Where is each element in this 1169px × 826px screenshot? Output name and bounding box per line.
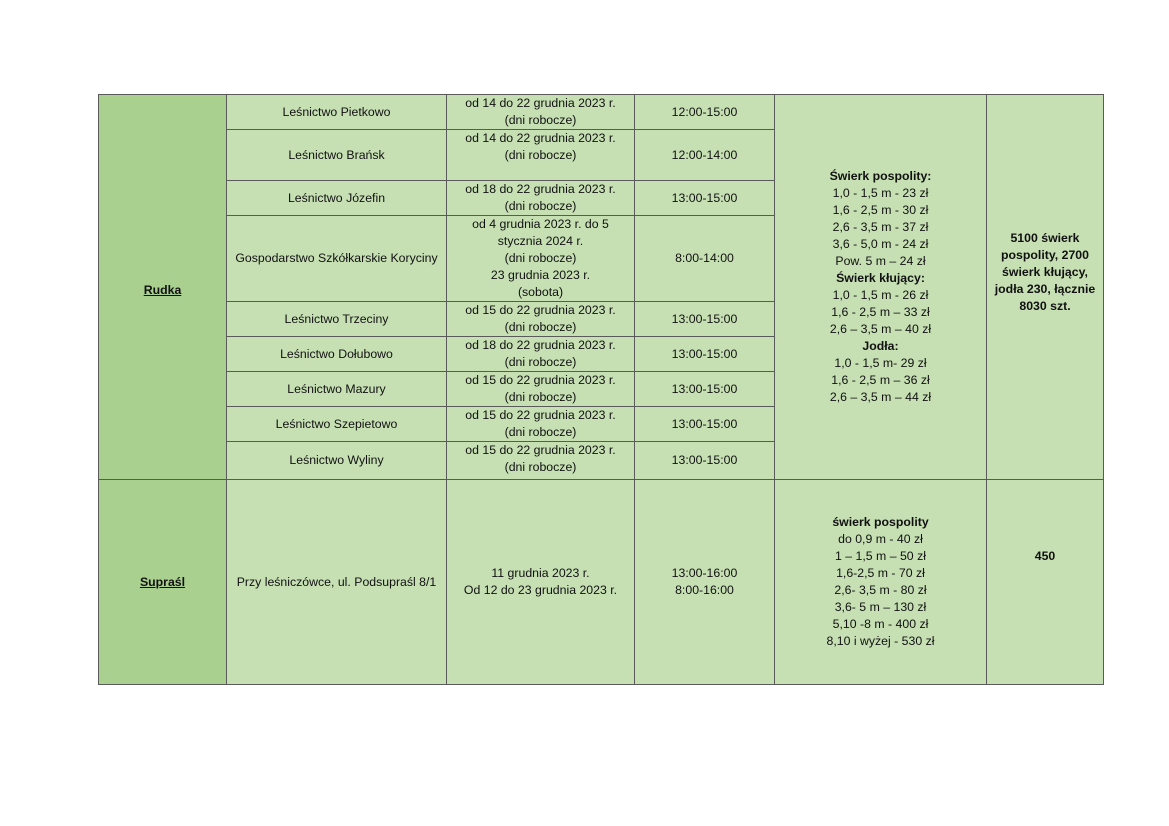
place-name: Leśnictwo Trzeciny <box>226 301 447 337</box>
sale-hours: 13:00-15:00 <box>634 301 775 337</box>
table-row: Rudka Leśnictwo Pietkowo od 14 do 22 grudn… <box>98 94 1104 480</box>
sale-dates: od 14 do 22 grudnia 2023 r. (dni robocze) <box>446 129 635 181</box>
price-line: 2,6 – 3,5 m – 40 zł <box>829 322 932 336</box>
date-line: od 15 do 22 grudnia 2023 r. <box>465 408 616 422</box>
date-line: od 4 grudnia 2023 r. do 5 <box>472 217 609 231</box>
date-line: od 15 do 22 grudnia 2023 r. <box>465 373 616 387</box>
sale-hours: 13:00-15:00 <box>634 180 775 216</box>
table-row: Supraśl Przy leśniczówce, ul. Podsupraśl … <box>98 479 1104 685</box>
species-heading: Świerk kłujący: <box>836 271 925 285</box>
place-name: Leśnictwo Brańsk <box>226 129 447 181</box>
date-line: od 15 do 22 grudnia 2023 r. <box>465 303 616 317</box>
hours-line: 13:00-16:00 <box>671 566 738 580</box>
date-line: od 18 do 22 grudnia 2023 r. <box>465 182 616 196</box>
prices: Świerk pospolity: 1,0 - 1,5 m - 23 zł 1,6 … <box>774 94 987 480</box>
price-line: 3,6 - 5,0 m - 24 zł <box>832 237 929 251</box>
price-line: 1,6 - 2,5 m - 30 zł <box>832 203 929 217</box>
date-line: 23 grudnia 2023 r. <box>490 268 591 282</box>
place-name: Leśnictwo Józefin <box>226 180 447 216</box>
price-line: 1,0 - 1,5 m - 26 zł <box>832 288 929 302</box>
date-line: stycznia 2024 r. <box>497 234 584 248</box>
price-line: 1,0 - 1,5 m- 29 zł <box>834 356 927 370</box>
hours-line: 8:00-16:00 <box>675 583 734 597</box>
date-line: Od 12 do 23 grudnia 2023 r. <box>463 583 618 597</box>
sale-hours: 13:00-15:00 <box>634 371 775 407</box>
total-line: 5100 świerk <box>1010 231 1080 245</box>
sale-hours: 13:00-15:00 <box>634 441 775 480</box>
sale-hours: 13:00-15:00 <box>634 336 775 372</box>
species-heading: Jodła: <box>862 339 899 353</box>
place-name: Leśnictwo Wyliny <box>226 441 447 480</box>
sale-hours: 13:00-15:00 <box>634 406 775 442</box>
sale-dates: od 18 do 22 grudnia 2023 r. (dni robocze) <box>446 180 635 216</box>
price-line: 2,6 – 3,5 m – 44 zł <box>829 390 932 404</box>
table-row: Gospodarstwo Szkółkarskie Koryciny od 4 g… <box>99 215 1104 302</box>
date-line: od 18 do 22 grudnia 2023 r. <box>465 338 616 352</box>
price-line: 1,6-2,5 m - 70 zł <box>836 566 925 580</box>
date-line: (dni robocze) <box>504 113 577 127</box>
date-line: (dni robocze) <box>504 390 577 404</box>
place-name: Gospodarstwo Szkółkarskie Koryciny <box>226 215 447 302</box>
sale-hours: 12:00-15:00 <box>634 94 775 130</box>
sale-hours: 12:00-14:00 <box>634 129 775 181</box>
date-line: (dni robocze) <box>504 425 577 439</box>
total-line: 8030 szt. <box>1019 299 1071 313</box>
price-line: 5,10 -8 m - 400 zł <box>832 617 929 631</box>
sale-dates: od 15 do 22 grudnia 2023 r. (dni robocze) <box>446 301 635 337</box>
price-line: Pow. 5 m – 24 zł <box>835 254 926 268</box>
date-line: od 14 do 22 grudnia 2023 r. <box>465 131 616 145</box>
sale-dates: od 15 do 22 grudnia 2023 r. (dni robocze) <box>446 371 635 407</box>
date-line: (dni robocze) <box>504 460 577 474</box>
total-line: jodła 230, łącznie <box>994 282 1096 296</box>
species-heading: świerk pospolity <box>832 515 929 529</box>
region-name: Rudka <box>98 94 227 480</box>
sale-hours: 13:00-16:00 8:00-16:00 <box>634 479 775 685</box>
date-line: (sobota) <box>517 285 564 299</box>
date-line: od 15 do 22 grudnia 2023 r. <box>465 443 616 457</box>
place-name: Leśnictwo Dołubowo <box>226 336 447 372</box>
price-line: do 0,9 m - 40 zł <box>838 532 923 546</box>
date-line: 11 grudnia 2023 r. <box>491 566 590 580</box>
date-line: od 14 do 22 grudnia 2023 r. <box>465 96 616 110</box>
date-line: (dni robocze) <box>504 148 577 162</box>
table-row: Leśnictwo Mazury od 15 do 22 grudnia 2023… <box>99 371 1104 407</box>
sale-dates: od 15 do 22 grudnia 2023 r. (dni robocze) <box>446 441 635 480</box>
sale-dates: od 18 do 22 grudnia 2023 r. (dni robocze) <box>446 336 635 372</box>
place-name: Leśnictwo Pietkowo <box>226 94 447 130</box>
table-row: Leśnictwo Wyliny od 15 do 22 grudnia 2023… <box>99 441 1104 480</box>
species-heading: Świerk pospolity: <box>829 169 932 183</box>
date-line: (dni robocze) <box>504 251 577 265</box>
date-line: (dni robocze) <box>504 320 577 334</box>
sale-dates: od 14 do 22 grudnia 2023 r. (dni robocze) <box>446 94 635 130</box>
total-line: świerk kłujący, <box>1002 265 1088 279</box>
date-line: (dni robocze) <box>504 199 577 213</box>
tree-count: 450 <box>986 479 1104 685</box>
region-name: Supraśl <box>98 479 227 685</box>
table-row: Leśnictwo Józefin od 18 do 22 grudnia 202… <box>99 180 1104 216</box>
date-line: (dni robocze) <box>504 355 577 369</box>
place-name: Przy leśniczówce, ul. Podsupraśl 8/1 <box>226 479 447 685</box>
price-line: 2,6 - 3,5 m - 37 zł <box>832 220 929 234</box>
place-name: Leśnictwo Mazury <box>226 371 447 407</box>
table-row: Leśnictwo Szepietowo od 15 do 22 grudnia … <box>99 406 1104 442</box>
price-line: 3,6- 5 m – 130 zł <box>834 600 927 614</box>
price-line: 8,10 i wyżej - 530 zł <box>826 634 935 648</box>
prices: świerk pospolity do 0,9 m - 40 zł 1 – 1,5 … <box>774 479 987 685</box>
price-line: 2,6- 3,5 m - 80 zł <box>834 583 927 597</box>
price-line: 1 – 1,5 m – 50 zł <box>835 549 926 563</box>
total-line: pospolity, 2700 <box>1001 248 1089 262</box>
table-row: Leśnictwo Dołubowo od 18 do 22 grudnia 20… <box>99 336 1104 372</box>
table-row: Leśnictwo Brańsk od 14 do 22 grudnia 2023… <box>99 129 1104 181</box>
price-line: 1,6 - 2,5 m – 33 zł <box>831 305 930 319</box>
tree-count: 5100 świerk pospolity, 2700 świerk kłujący… <box>986 94 1104 480</box>
sale-dates: od 15 do 22 grudnia 2023 r. (dni robocze) <box>446 406 635 442</box>
price-line: 1,0 - 1,5 m - 23 zł <box>832 186 929 200</box>
place-name: Leśnictwo Szepietowo <box>226 406 447 442</box>
sale-dates: od 4 grudnia 2023 r. do 5 stycznia 2024 r… <box>446 215 635 302</box>
sale-dates: 11 grudnia 2023 r. Od 12 do 23 grudnia 20… <box>446 479 635 685</box>
sale-hours: 8:00-14:00 <box>634 215 775 302</box>
christmas-tree-sales-table: Rudka Leśnictwo Pietkowo od 14 do 22 grudn… <box>98 94 1104 685</box>
price-line: 1,6 - 2,5 m – 36 zł <box>831 373 930 387</box>
